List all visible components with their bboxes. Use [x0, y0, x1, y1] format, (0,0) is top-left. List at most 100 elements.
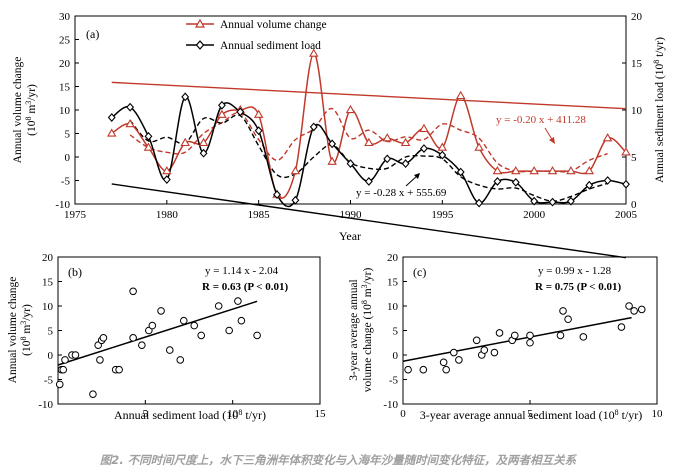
panel-a-ylabel-left-unit: (108 m3/yr): [24, 84, 39, 136]
volume-point: [382, 133, 392, 142]
volume-point: [253, 109, 264, 118]
scatter-point: [61, 356, 69, 364]
volume-point: [217, 109, 227, 118]
panel-c-ticks: 0 5 10 -10 -5 0 5 10 15 20: [383, 252, 663, 420]
volume-point: [566, 165, 576, 175]
panel-b: 5 10 15 -10 -5 0 5 10 15 20 (b) y = 1.14 x - 2.04…: [7, 252, 326, 422]
panel-b-frame: [57, 256, 321, 405]
panel-c-xlabel: 3-year average annual sediment load (108…: [420, 408, 643, 423]
x-tick-label: 0: [400, 408, 406, 420]
scatter-point: [138, 341, 146, 350]
x-tick-label: 10: [227, 408, 239, 420]
scatter-point: [115, 365, 123, 374]
sediment-point: [566, 196, 575, 206]
panel-b-stats: R = 0.63 (P < 0.01): [202, 281, 289, 293]
scatter-point: [176, 356, 185, 364]
scatter-point: [510, 331, 519, 340]
moving-average-sediment: [129, 114, 608, 202]
volume-point: [180, 137, 190, 147]
volume-point: [125, 118, 135, 128]
panel-b-ticks: 5 10 15 -10 -5 0 5 10 15 20: [38, 252, 326, 420]
panel-a-ylabel-right: Annual sediment load (108 t/yr): [652, 37, 667, 183]
sediment-point: [346, 159, 355, 169]
scatter-point: [148, 321, 157, 330]
volume-point: [455, 90, 466, 100]
sediment-point: [236, 107, 245, 117]
trendline-sediment: [111, 183, 627, 259]
sediment-point: [217, 100, 226, 110]
scatter-point: [129, 287, 137, 296]
sediment-point: [162, 175, 171, 184]
y-left-tick-label: 5: [65, 129, 71, 141]
volume-point: [400, 137, 411, 147]
sediment-point: [291, 195, 300, 205]
sediment-point: [328, 139, 337, 149]
scatter-point: [71, 351, 80, 359]
x-tick-label: 1995: [431, 209, 454, 221]
panel-c-ylabel: 3-year average annual: [348, 279, 360, 381]
scatter-point: [442, 365, 450, 374]
y-tick-label: 20: [387, 252, 399, 264]
sediment-point: [475, 198, 484, 208]
y-tick-label: 10: [42, 301, 54, 313]
scatter-point: [617, 323, 626, 331]
scatter-point: [526, 331, 534, 340]
fit-line: [57, 300, 258, 366]
scatter-point: [190, 321, 199, 330]
sediment-point: [530, 196, 539, 206]
panel-c-fitline: [402, 316, 632, 363]
volume-point: [437, 142, 448, 151]
y-tick-label: 5: [48, 326, 54, 338]
scatter-point: [579, 333, 588, 341]
y-tick-label: -5: [389, 375, 399, 387]
scatter-point: [637, 305, 646, 314]
volume-point: [364, 137, 374, 147]
panel-a-label: (a): [86, 27, 99, 41]
y-tick-label: 15: [42, 277, 54, 289]
legend-triangle-marker: [194, 18, 206, 28]
x-tick-label: 1985: [248, 209, 271, 221]
x-tick-label: 1975: [64, 209, 87, 221]
sediment-point: [622, 179, 630, 189]
sediment-point: [199, 148, 208, 158]
y-right-tick-label: 5: [631, 152, 637, 164]
y-left-tick-label: 10: [59, 105, 71, 117]
legend-volume-label: Annual volume change: [220, 19, 327, 31]
panel-c-equation: y = 0.99 x - 1.28: [538, 265, 612, 277]
scatter-point: [439, 358, 448, 367]
panel-b-ylabel-unit: (108 m3/yr): [19, 304, 34, 356]
volume-point: [621, 147, 631, 156]
y-left-tick-label: -5: [61, 176, 71, 188]
scatter-point: [630, 307, 638, 315]
scatter-point: [99, 334, 108, 342]
sediment-point: [456, 167, 465, 177]
volume-point: [345, 104, 356, 114]
y-tick-label: 0: [393, 350, 399, 362]
x-tick-label: 1980: [156, 209, 179, 221]
y-right-tick-label: 20: [631, 11, 643, 23]
scatter-point: [564, 315, 572, 324]
y-left-tick-label: 25: [59, 35, 71, 47]
scatter-point: [55, 380, 64, 389]
scatter-point: [556, 331, 565, 340]
sediment-point: [585, 180, 594, 190]
y-right-tick-label: 10: [631, 105, 643, 117]
panel-a-series: [106, 48, 631, 208]
panel-c-stats: R = 0.75 (P < 0.01): [535, 281, 622, 293]
x-tick-label: 2005: [615, 209, 638, 221]
legend-sediment-label: Annual sediment load: [220, 40, 321, 52]
y-tick-label: 15: [387, 277, 399, 289]
y-left-tick-label: -10: [55, 199, 70, 211]
volume-point: [162, 165, 172, 175]
y-left-tick-label: 0: [65, 152, 71, 164]
x-tick-label: 15: [315, 408, 327, 420]
volume-point: [198, 137, 209, 147]
x-tick-label: 5: [143, 408, 149, 420]
panel-b-fitline: [57, 300, 258, 366]
sediment-point: [420, 144, 428, 153]
panel-b-label: (b): [68, 265, 82, 279]
panel-c-frame: [402, 256, 658, 405]
y-tick-label: 10: [387, 301, 399, 313]
panel-b-ylabel: Annual volume change: [7, 277, 19, 384]
